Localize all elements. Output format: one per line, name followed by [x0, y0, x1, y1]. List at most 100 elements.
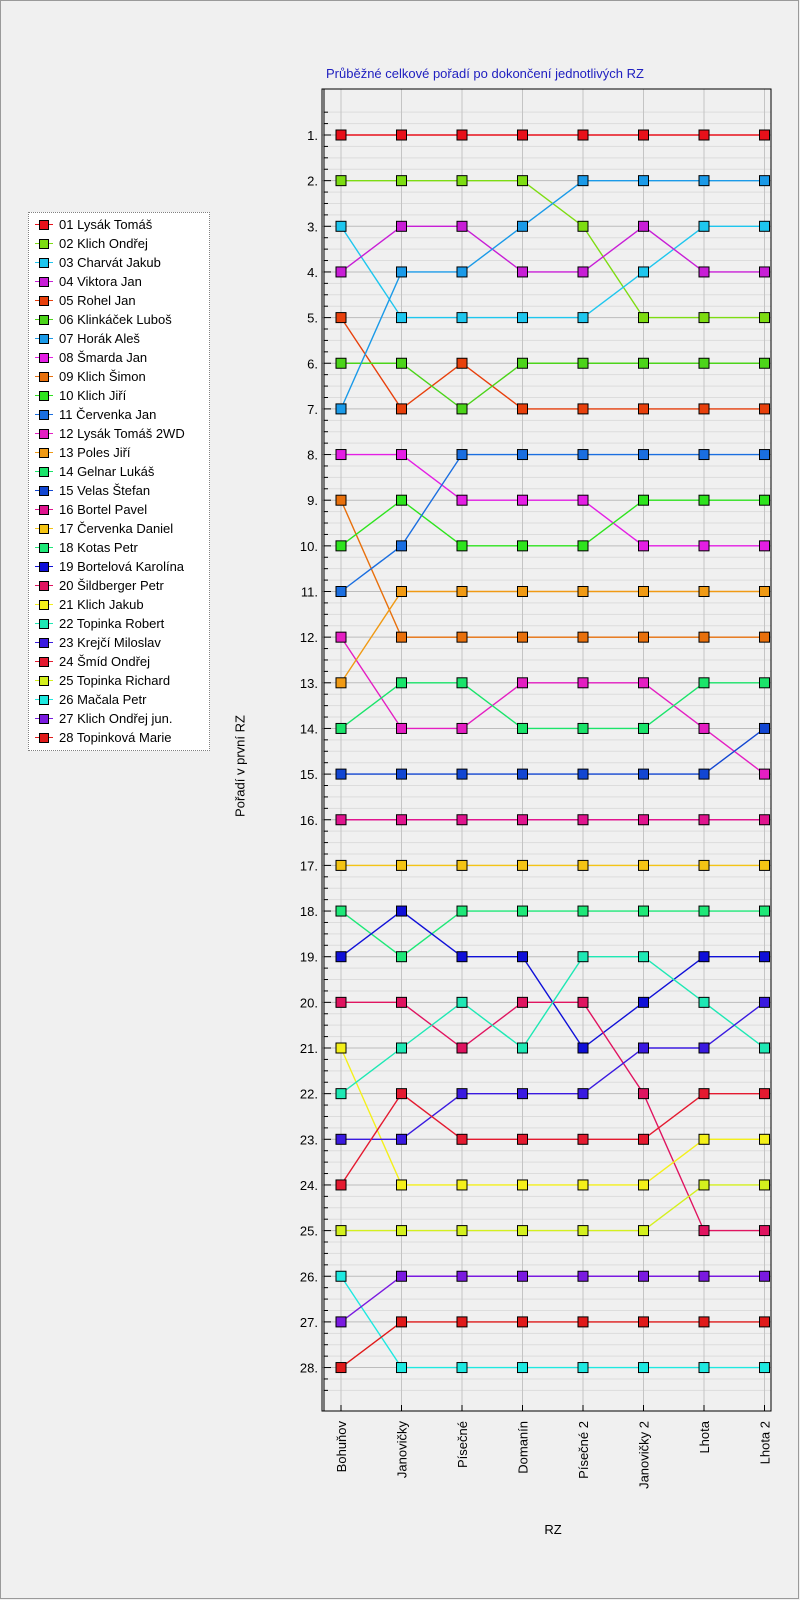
series-line — [341, 1184, 765, 1232]
data-point — [335, 266, 347, 278]
data-point — [698, 814, 710, 826]
series-line — [341, 727, 765, 775]
data-point — [698, 220, 710, 232]
data-point — [698, 631, 710, 643]
data-point — [638, 312, 649, 324]
data-point — [759, 175, 770, 187]
y-tick-label: 26. — [300, 1269, 318, 1284]
chart-title: Průběžné celkové pořadí po dokončení jed… — [326, 66, 644, 81]
y-tick-label: 1. — [307, 128, 318, 143]
data-point — [396, 1316, 407, 1328]
series-line — [341, 362, 765, 410]
data-point — [335, 403, 347, 415]
series-line — [340, 1321, 765, 1369]
legend-label: 20 Šildberger Petr — [59, 578, 164, 593]
legend-label: 27 Klich Ondřej jun. — [59, 711, 173, 726]
data-point — [577, 1270, 589, 1282]
data-point — [759, 768, 770, 780]
data-point — [638, 722, 649, 734]
data-point — [456, 175, 468, 187]
data-point — [698, 905, 710, 917]
data-point — [517, 1088, 528, 1100]
y-tick-label: 4. — [307, 265, 318, 280]
y-tick-label: 13. — [300, 676, 318, 691]
data-point — [698, 175, 710, 187]
x-tick-label: Domanín — [516, 1421, 531, 1474]
y-tick-label: 5. — [307, 311, 318, 326]
data-point — [638, 631, 649, 643]
series-line — [340, 179, 765, 410]
legend-label: 12 Lysák Tomáš 2WD — [59, 426, 185, 441]
data-point — [517, 859, 528, 871]
data-point — [638, 1316, 649, 1328]
data-point — [698, 1088, 710, 1100]
y-tick-label: 24. — [300, 1178, 318, 1193]
data-point — [517, 312, 528, 324]
y-tick-label: 21. — [300, 1041, 318, 1056]
legend-item: 13 Poles Jiří — [29, 443, 209, 462]
x-tick-label: Janovičky — [395, 1421, 410, 1479]
legend-marker — [39, 733, 49, 743]
data-point — [396, 357, 407, 369]
x-tick-label: Bohuňov — [334, 1421, 349, 1473]
data-point — [577, 677, 589, 689]
y-tick-label: 8. — [307, 448, 318, 463]
data-point — [698, 1270, 710, 1282]
data-point — [759, 951, 770, 963]
data-point — [638, 1179, 649, 1191]
data-point — [396, 1362, 407, 1374]
data-point — [456, 220, 468, 232]
data-point — [759, 357, 770, 369]
data-point — [759, 722, 770, 734]
data-point — [456, 905, 468, 917]
data-point — [335, 677, 347, 689]
data-point — [759, 996, 770, 1008]
series-line — [340, 499, 765, 638]
legend-label: 23 Krejčí Miloslav — [59, 635, 161, 650]
data-point — [396, 859, 407, 871]
data-point — [759, 814, 770, 826]
data-point — [577, 220, 589, 232]
data-point — [698, 403, 710, 415]
legend-marker — [39, 372, 49, 382]
data-point — [396, 631, 407, 643]
data-point — [335, 357, 347, 369]
y-tick-label: 7. — [307, 402, 318, 417]
data-point — [396, 677, 407, 689]
y-tick-label: 19. — [300, 950, 318, 965]
data-point — [638, 1225, 649, 1237]
data-point — [456, 1179, 468, 1191]
data-point — [335, 1225, 347, 1237]
data-point — [335, 996, 347, 1008]
legend-marker — [39, 448, 49, 458]
data-point — [577, 129, 589, 141]
data-point — [517, 814, 528, 826]
data-point — [517, 449, 528, 461]
legend-item: 08 Šmarda Jan — [29, 348, 209, 367]
legend-label: 15 Velas Štefan — [59, 483, 151, 498]
data-point — [456, 1316, 468, 1328]
y-tick-label: 23. — [300, 1132, 318, 1147]
legend-item: 07 Horák Aleš — [29, 329, 209, 348]
data-point — [759, 220, 770, 232]
legend-item: 25 Topinka Richard — [29, 671, 209, 690]
data-point — [759, 449, 770, 461]
series-line — [341, 453, 765, 547]
legend-item: 26 Mačala Petr — [29, 690, 209, 709]
data-point — [456, 403, 468, 415]
legend-marker — [39, 353, 49, 363]
data-point — [698, 1133, 710, 1145]
data-point — [759, 266, 770, 278]
data-point — [335, 1316, 347, 1328]
data-point — [638, 175, 649, 187]
data-point — [456, 1133, 468, 1145]
data-point — [517, 996, 528, 1008]
legend-item: 20 Šildberger Petr — [29, 576, 209, 595]
legend-item: 27 Klich Ondřej jun. — [29, 709, 209, 728]
data-point — [577, 1362, 589, 1374]
legend-marker — [39, 676, 49, 686]
data-point — [396, 175, 407, 187]
data-point — [638, 357, 649, 369]
legend-item: 19 Bortelová Karolína — [29, 557, 209, 576]
